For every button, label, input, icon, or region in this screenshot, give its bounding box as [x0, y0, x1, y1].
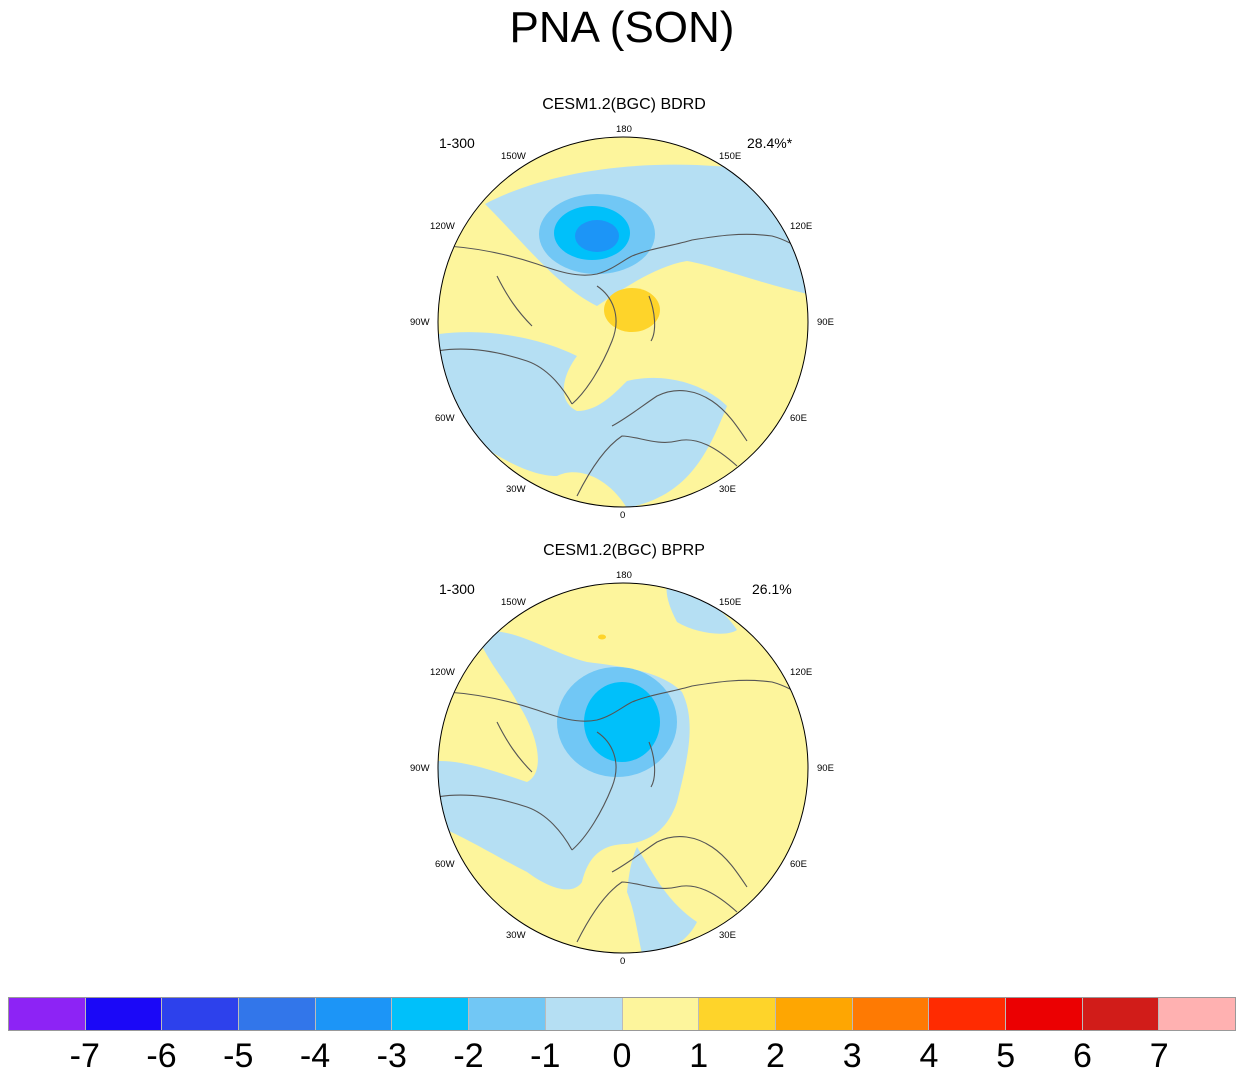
panel-1-negative-spot	[749, 229, 771, 239]
colorbar-tick-label: -5	[223, 1037, 254, 1075]
panel-2-lon-label-180: 180	[616, 570, 632, 581]
panel-2-lon-label-120e: 120E	[790, 667, 813, 678]
panel-1-lon-label-150w: 150W	[501, 151, 526, 162]
panel-2-negative-region-north	[666, 583, 737, 634]
colorbar-box-12	[852, 998, 930, 1030]
panel-1-lon-label-0: 0	[620, 510, 626, 521]
panel-1-title: CESM1.2(BGC) BDRD	[542, 96, 706, 113]
panel-2-lon-label-0: 0	[620, 956, 626, 967]
colorbar-tick-label: 1	[689, 1037, 709, 1075]
panel-2-lon-label-60w: 60W	[435, 859, 455, 870]
colorbar-tick-label: -4	[299, 1037, 331, 1075]
colorbar-box-15	[1082, 998, 1160, 1030]
panel-2-lon-label-150e: 150E	[719, 597, 742, 608]
panel-1-lon-label-120w: 120W	[430, 221, 455, 232]
colorbar-tick-label: -1	[530, 1037, 561, 1075]
panel-1-lon-label-60w: 60W	[435, 413, 455, 424]
panel-2-positive-spot	[598, 634, 606, 640]
panel-1-lon-label-90w: 90W	[410, 317, 430, 328]
panel-1-contour-plus-2	[604, 288, 660, 332]
colorbar-tick-label: 7	[1149, 1037, 1169, 1075]
panel-2-lon-label-60e: 60E	[790, 859, 807, 870]
colorbar-box-1	[9, 998, 86, 1030]
colorbar-box-10	[699, 998, 776, 1030]
colorbar-tick-label: 3	[842, 1037, 862, 1075]
figure-title: PNA (SON)	[509, 3, 735, 52]
colorbar-box-16	[1159, 998, 1235, 1030]
panel-2-lon-label-90w: 90W	[410, 763, 430, 774]
colorbar-tick-label: -2	[453, 1037, 484, 1075]
panel-2-lon-label-120w: 120W	[430, 667, 455, 678]
panel-2-left-label: 1-300	[439, 581, 475, 597]
colorbar-box-11	[775, 998, 853, 1030]
panel-2-negative-region-south	[627, 847, 697, 953]
colorbar-box-6	[392, 998, 470, 1030]
panel-1-right-label: 28.4%*	[747, 135, 793, 151]
colorbar-tick-label: -7	[69, 1037, 100, 1075]
colorbar-box-14	[1005, 998, 1083, 1030]
panel-1-lon-label-180: 180	[616, 124, 632, 135]
panel-1-contour-minus-4	[575, 220, 619, 252]
colorbar-tick-label: 2	[766, 1037, 785, 1075]
panel-2-lon-label-30w: 30W	[506, 930, 526, 941]
panel-1-lon-label-150e: 150E	[719, 151, 742, 162]
panel-1-coastlines	[438, 233, 808, 497]
panel-2-right-label: 26.1%	[752, 581, 792, 597]
colorbar-tick-label: 0	[612, 1037, 632, 1075]
panel-1-left-label: 1-300	[439, 135, 475, 151]
panel-1-lon-label-90e: 90E	[817, 317, 834, 328]
colorbar-box-3	[162, 998, 240, 1030]
panel-1-lon-label-30w: 30W	[506, 484, 526, 495]
colorbar-box-2	[85, 998, 163, 1030]
panel-2-contour-minus-3	[584, 682, 660, 762]
panel-1-map-border	[437, 136, 809, 508]
colorbar-tick-label: -3	[376, 1037, 407, 1075]
colorbar-box-9	[622, 998, 700, 1030]
panel-2-lon-label-30e: 30E	[719, 930, 736, 941]
panel-2-lon-label-150w: 150W	[501, 597, 526, 608]
panel-2-map	[437, 582, 809, 954]
colorbar-tick-label: 4	[919, 1037, 939, 1075]
colorbar-tick-label: 5	[996, 1037, 1016, 1075]
colorbar-box-7	[469, 998, 546, 1030]
colorbar	[8, 997, 1236, 1031]
colorbar-tick-label: -6	[146, 1037, 177, 1075]
panel-2-map-border	[437, 582, 809, 954]
panel-2-lon-label-90e: 90E	[817, 763, 834, 774]
panel-2-title: CESM1.2(BGC) BPRP	[543, 542, 705, 559]
panel-1-lon-label-30e: 30E	[719, 484, 736, 495]
colorbar-box-13	[929, 998, 1006, 1030]
panel-1-lon-label-60e: 60E	[790, 413, 807, 424]
panel-1-map	[437, 136, 809, 508]
colorbar-box-4	[239, 998, 316, 1030]
colorbar-tick-label: 6	[1073, 1037, 1092, 1075]
colorbar-box-8	[545, 998, 623, 1030]
panel-1-negative-region-atlantic	[438, 332, 727, 507]
panel-1-lon-label-120e: 120E	[790, 221, 813, 232]
colorbar-box-5	[315, 998, 393, 1030]
